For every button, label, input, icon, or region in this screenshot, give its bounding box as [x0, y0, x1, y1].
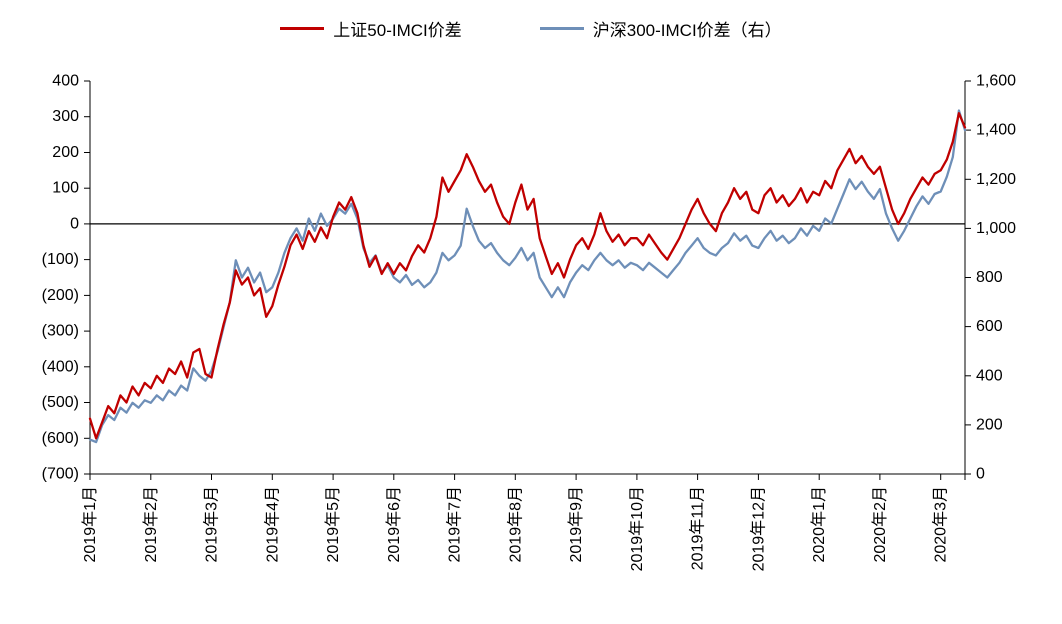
- x-axis-tick-label: 2020年3月: [932, 486, 950, 563]
- left-axis-tick-label: (400): [42, 358, 79, 375]
- blue-line-swatch-icon: [539, 26, 584, 30]
- x-axis-tick-label: 2019年11月: [689, 486, 707, 570]
- series-line-sse50: [88, 112, 967, 440]
- x-axis-tick-label: 2019年4月: [263, 486, 281, 563]
- x-axis-tick-label: 2019年5月: [324, 486, 342, 563]
- right-axis-tick-label: 1,000: [976, 220, 1016, 237]
- x-axis-tick-label: 2019年12月: [749, 486, 767, 571]
- left-axis-tick-label: 300: [52, 108, 79, 125]
- left-axis-tick-label: (700): [42, 466, 79, 483]
- right-axis-tick-label: 1,200: [976, 171, 1016, 188]
- red-line-swatch-icon: [280, 26, 325, 30]
- legend-label-sse50-imci: 上证50-IMCI价差: [333, 20, 462, 40]
- left-axis-tick-label: (200): [42, 287, 79, 304]
- x-axis-tick-label: 2019年10月: [628, 486, 646, 571]
- legend-item-csi300-imci: 沪深300-IMCI价差（右）: [539, 16, 782, 41]
- right-axis-tick-label: 1,600: [976, 73, 1016, 90]
- left-axis-tick-label: 100: [52, 180, 79, 197]
- x-axis-tick-label: 2019年3月: [203, 486, 221, 563]
- legend-item-sse50-imci: 上证50-IMCI价差: [280, 16, 462, 41]
- x-axis-tick-label: 2020年1月: [810, 486, 828, 563]
- x-axis-tick-label: 2019年8月: [506, 486, 524, 563]
- chart-plot-area: 400 300 200 100 0 (100) (200) (300) (400) (500) (6…: [42, 73, 1017, 572]
- right-axis-tick-label: 400: [976, 367, 1003, 384]
- left-axis-tick-label: (500): [42, 394, 79, 411]
- right-axis-tick-label: 600: [976, 318, 1003, 335]
- right-axis-tick-label: 0: [976, 466, 985, 483]
- x-axis-tick-label: 2019年6月: [385, 486, 403, 563]
- legend-label-csi300-imci: 沪深300-IMCI价差（右）: [592, 20, 782, 40]
- x-axis-tick-label: 2019年9月: [567, 486, 585, 563]
- left-axis-tick-label: 0: [70, 215, 79, 232]
- right-axis-tick-label: 800: [976, 269, 1003, 286]
- left-axis-tick-label: 400: [52, 73, 79, 90]
- left-axis-tick-label: (100): [42, 251, 79, 268]
- x-axis-tick-label: 2019年7月: [446, 486, 464, 563]
- x-axis-tick-label: 2019年1月: [81, 486, 99, 563]
- left-axis-tick-label: (600): [42, 430, 79, 447]
- x-axis-tick-label: 2020年2月: [871, 486, 889, 563]
- left-axis-tick-label: (300): [42, 323, 79, 340]
- right-axis-tick-label: 1,400: [976, 122, 1016, 139]
- x-axis-tick-label: 2019年2月: [142, 486, 160, 563]
- series-line-csi300: [88, 109, 967, 444]
- left-axis-tick-label: 200: [52, 144, 79, 161]
- legend: 上证50-IMCI价差 沪深300-IMCI价差（右）: [0, 0, 1062, 50]
- right-axis-tick-label: 200: [976, 416, 1003, 433]
